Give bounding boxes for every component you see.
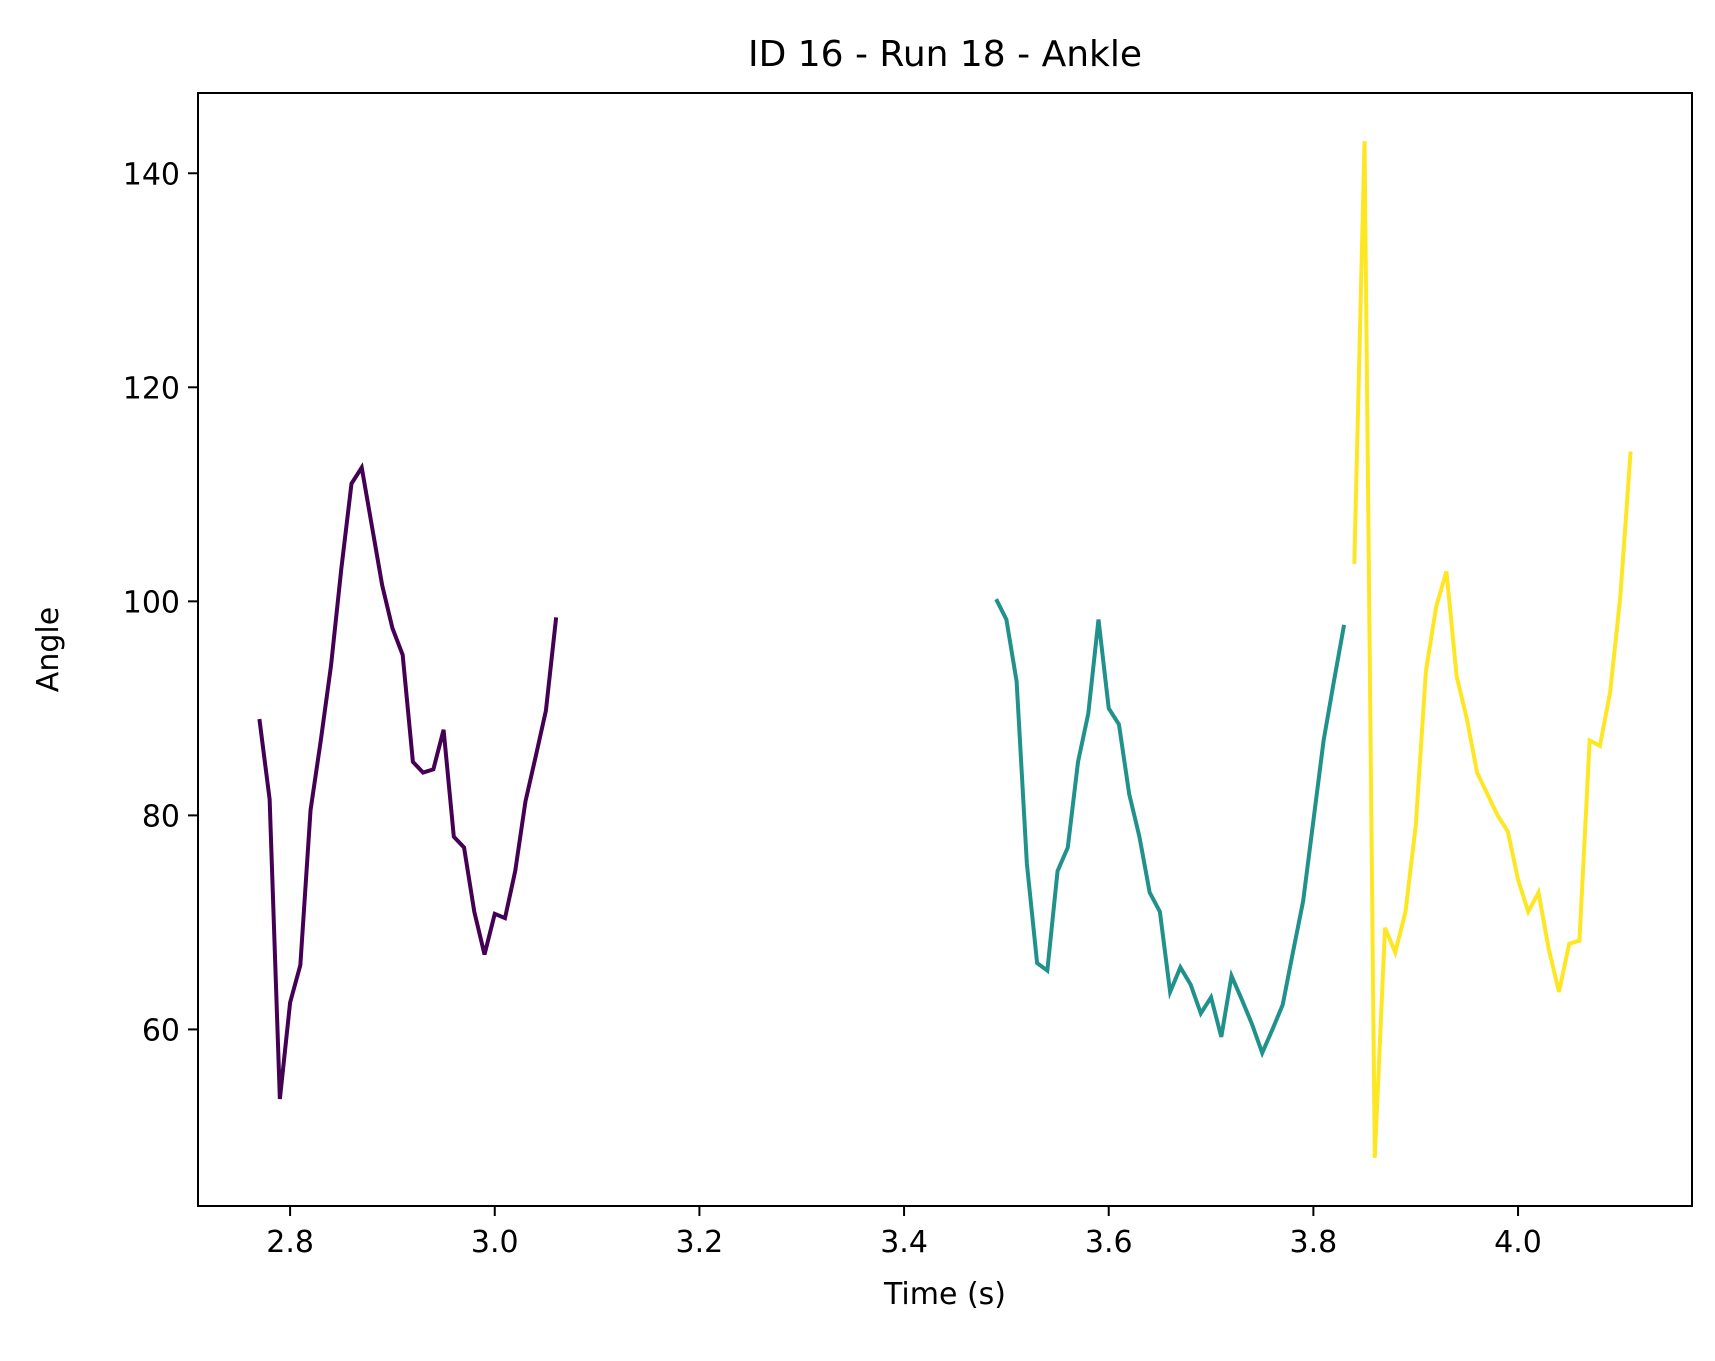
series-line-3 [1352, 141, 1633, 1158]
x-tick-label: 3.8 [1290, 1225, 1338, 1260]
y-axis-title: Angle [31, 607, 66, 692]
y-tick-label: 140 [123, 157, 180, 192]
x-tick-label: 3.6 [1085, 1225, 1133, 1260]
y-tick-label: 80 [142, 799, 180, 834]
y-axis: 60 80 100 120 140 [123, 157, 198, 1048]
x-tick-label: 2.8 [266, 1225, 314, 1260]
series-layer [257, 141, 1633, 1158]
y-tick-label: 120 [123, 371, 180, 406]
x-tick-label: 3.4 [880, 1225, 928, 1260]
x-axis-title: Time (s) [883, 1277, 1006, 1312]
chart-title: ID 16 - Run 18 - Ankle [748, 34, 1142, 75]
plot-area [197, 92, 1693, 1207]
plot-frame [197, 92, 1693, 1207]
x-tick-label: 3.2 [676, 1225, 724, 1260]
series-line-2 [994, 598, 1347, 1059]
x-tick-label: 3.0 [471, 1225, 519, 1260]
series-line-1 [257, 462, 559, 1100]
y-tick-label: 60 [142, 1013, 180, 1048]
x-tick-label: 4.0 [1494, 1225, 1542, 1260]
y-tick-label: 100 [123, 585, 180, 620]
x-axis: 2.8 3.0 3.2 3.4 3.6 3.8 4.0 [266, 1206, 1542, 1260]
